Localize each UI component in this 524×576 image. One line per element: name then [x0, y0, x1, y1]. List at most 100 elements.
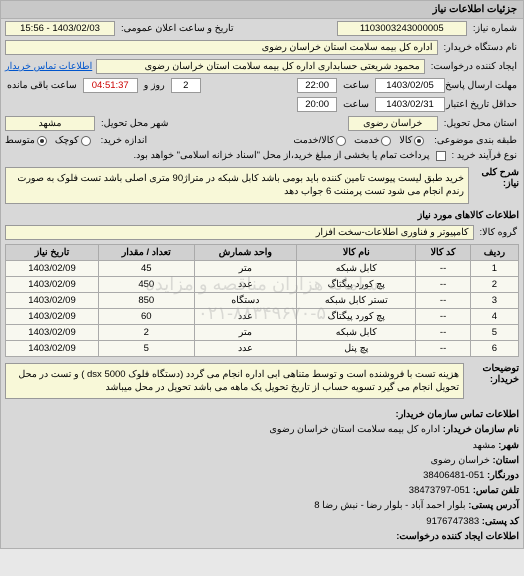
row-valid-until: حداقل تاریخ اعتبار قیمت: تا تاریخ: 1403/…: [1, 95, 523, 114]
table-row: 5--کابل شبکهمتر21403/02/09: [6, 324, 519, 340]
col-idx: ردیف: [470, 244, 518, 260]
panel-title: جزئیات اطلاعات نیاز: [1, 1, 523, 19]
col-date: تاریخ نیاز: [6, 244, 99, 260]
contact-link[interactable]: اطلاعات تماس خریدار: [5, 61, 92, 72]
table-cell: متر: [194, 324, 297, 340]
main-panel: جزئیات اطلاعات نیاز شماره نیاز: 11030032…: [0, 0, 524, 549]
desc-text: خرید طبق لیست پیوست تامین کننده باید بوم…: [5, 167, 469, 204]
radio-icon: [37, 136, 47, 146]
contact-province-row: استان: خراسان رضوی: [5, 453, 519, 468]
buyer-label: نام دستگاه خریدار:: [442, 42, 520, 53]
row-reply-until: مهلت ارسال پاسخ: تا تاریخ: 1403/02/05 سا…: [1, 76, 523, 95]
table-row: 3--تستر کابل شبکهدستگاه8501403/02/09: [6, 292, 519, 308]
row-buyer: نام دستگاه خریدار: اداره کل بیمه سلامت ا…: [1, 38, 523, 57]
process-checkbox[interactable]: [436, 151, 446, 161]
requester-field: محمود شریعتی حسابداری اداره کل بیمه سلام…: [96, 59, 425, 74]
table-header-row: ردیف کد کالا نام کالا واحد شمارش تعداد /…: [6, 244, 519, 260]
table-cell: 2: [470, 276, 518, 292]
reply-time-label: ساعت: [341, 80, 371, 91]
table-cell: 5: [98, 340, 194, 356]
col-qty: تعداد / مقدار: [98, 244, 194, 260]
size-opt-1[interactable]: متوسط: [5, 135, 47, 146]
contact-city-label: شهر:: [498, 440, 519, 451]
radio-icon: [81, 136, 91, 146]
table-row: 2--پچ کورد پیگتاگعدد4501403/02/09: [6, 276, 519, 292]
table-cell: 45: [98, 260, 194, 276]
announce-label: تاریخ و ساعت اعلان عمومی:: [119, 23, 236, 34]
row-notes: توضیحات خریدار: هزینه تست با فروشنده است…: [1, 359, 523, 404]
need-no-field: 1103003243000005: [337, 21, 467, 36]
buyer-field: اداره کل بیمه سلامت استان خراسان رضوی: [5, 40, 438, 55]
contact-phone: 051-38473797: [409, 485, 470, 496]
table-cell: --: [416, 292, 470, 308]
table-cell: عدد: [194, 276, 297, 292]
table-cell: 1403/02/09: [6, 276, 99, 292]
table-row: 6--پچ پنلعدد51403/02/09: [6, 340, 519, 356]
table-cell: --: [416, 308, 470, 324]
packing-opt-1[interactable]: خدمت: [354, 135, 391, 146]
size-opt-1-label: متوسط: [5, 135, 35, 146]
size-opt-0-label: کوچک: [55, 135, 79, 146]
table-cell: --: [416, 260, 470, 276]
table-cell: 6: [470, 340, 518, 356]
col-unit: واحد شمارش: [194, 244, 297, 260]
items-header: اطلاعات کالاهای مورد نیاز: [1, 208, 523, 223]
table-cell: 1403/02/09: [6, 308, 99, 324]
reply-date-field: 1403/02/05: [375, 78, 445, 93]
days-label: روز و: [142, 80, 167, 91]
contact-org-row: نام سازمان خریدار: اداره کل بیمه سلامت ا…: [5, 422, 519, 437]
contact-org: اداره کل بیمه سلامت استان خراسان رضوی: [269, 424, 440, 435]
group-field: کامپیوتر و فناوری اطلاعات-سخت افزار: [5, 225, 474, 240]
table-cell: --: [416, 340, 470, 356]
table-cell: تستر کابل شبکه: [297, 292, 416, 308]
table-cell: --: [416, 324, 470, 340]
packing-label: طبقه بندی موضوعی:: [432, 135, 519, 146]
contact-province-label: استان:: [492, 455, 519, 466]
need-no-label: شماره نیاز:: [471, 23, 519, 34]
table-cell: پچ کورد پیگتاگ: [297, 308, 416, 324]
province-field: خراسان رضوی: [348, 116, 438, 131]
packing-opt-1-label: خدمت: [354, 135, 379, 146]
table-cell: پچ پنل: [297, 340, 416, 356]
row-province: استان محل تحویل: خراسان رضوی شهر محل تحو…: [1, 114, 523, 133]
row-need-no: شماره نیاز: 1103003243000005 تاریخ و ساع…: [1, 19, 523, 38]
table-cell: 5: [470, 324, 518, 340]
col-code: کد کالا: [416, 244, 470, 260]
table-cell: 3: [470, 292, 518, 308]
contact-city: مشهد: [473, 440, 496, 451]
table-cell: 60: [98, 308, 194, 324]
table-cell: متر: [194, 260, 297, 276]
group-label: گروه کالا:: [478, 227, 519, 238]
size-opt-0[interactable]: کوچک: [55, 135, 91, 146]
table-cell: کابل شبکه: [297, 260, 416, 276]
table-cell: 850: [98, 292, 194, 308]
packing-opt-0[interactable]: کالا: [399, 135, 424, 146]
table-cell: عدد: [194, 308, 297, 324]
radio-icon: [336, 136, 346, 146]
valid-time-field: 20:00: [297, 97, 337, 112]
table-cell: 2: [98, 324, 194, 340]
contact-post: 9176747383: [426, 516, 479, 527]
contact-addr: بلوار احمد آباد - بلوار رضا - نبش رضا 8: [314, 500, 465, 511]
process-label: نوع فرآیند خرید :: [450, 150, 519, 161]
contact-fax-row: دورنگار: 051-38406481: [5, 468, 519, 483]
contact-addr-row: آدرس پستی: بلوار احمد آباد - بلوار رضا -…: [5, 498, 519, 513]
contact-phone-row: تلفن تماس: 051-38473797: [5, 483, 519, 498]
remain-label: ساعت باقی مانده: [5, 80, 79, 91]
desc-label: شرح کلی نیاز:: [473, 165, 523, 191]
contact-block: اطلاعات تماس سازمان خریدار: نام سازمان خ…: [1, 403, 523, 548]
contact-city-row: شهر: مشهد: [5, 438, 519, 453]
valid-date-field: 1403/02/31: [375, 97, 445, 112]
table-row: 4--پچ کورد پیگتاگعدد601403/02/09: [6, 308, 519, 324]
packing-opt-2[interactable]: کالا/خدمت: [293, 135, 346, 146]
packing-opt-0-label: کالا: [399, 135, 412, 146]
requester-label: ایجاد کننده درخواست:: [429, 61, 519, 72]
notes-text: هزینه تست با فروشنده است و توسط متناهی ا…: [5, 363, 464, 400]
table-cell: عدد: [194, 340, 297, 356]
valid-time-label: ساعت: [341, 99, 371, 110]
row-process: نوع فرآیند خرید : پرداخت تمام یا بخشی از…: [1, 148, 523, 163]
table-cell: 1403/02/09: [6, 324, 99, 340]
row-packing: طبقه بندی موضوعی: کالا خدمت کالا/خدمت ان…: [1, 133, 523, 148]
announce-field: 1403/02/03 - 15:56: [5, 21, 115, 36]
table-cell: 1: [470, 260, 518, 276]
